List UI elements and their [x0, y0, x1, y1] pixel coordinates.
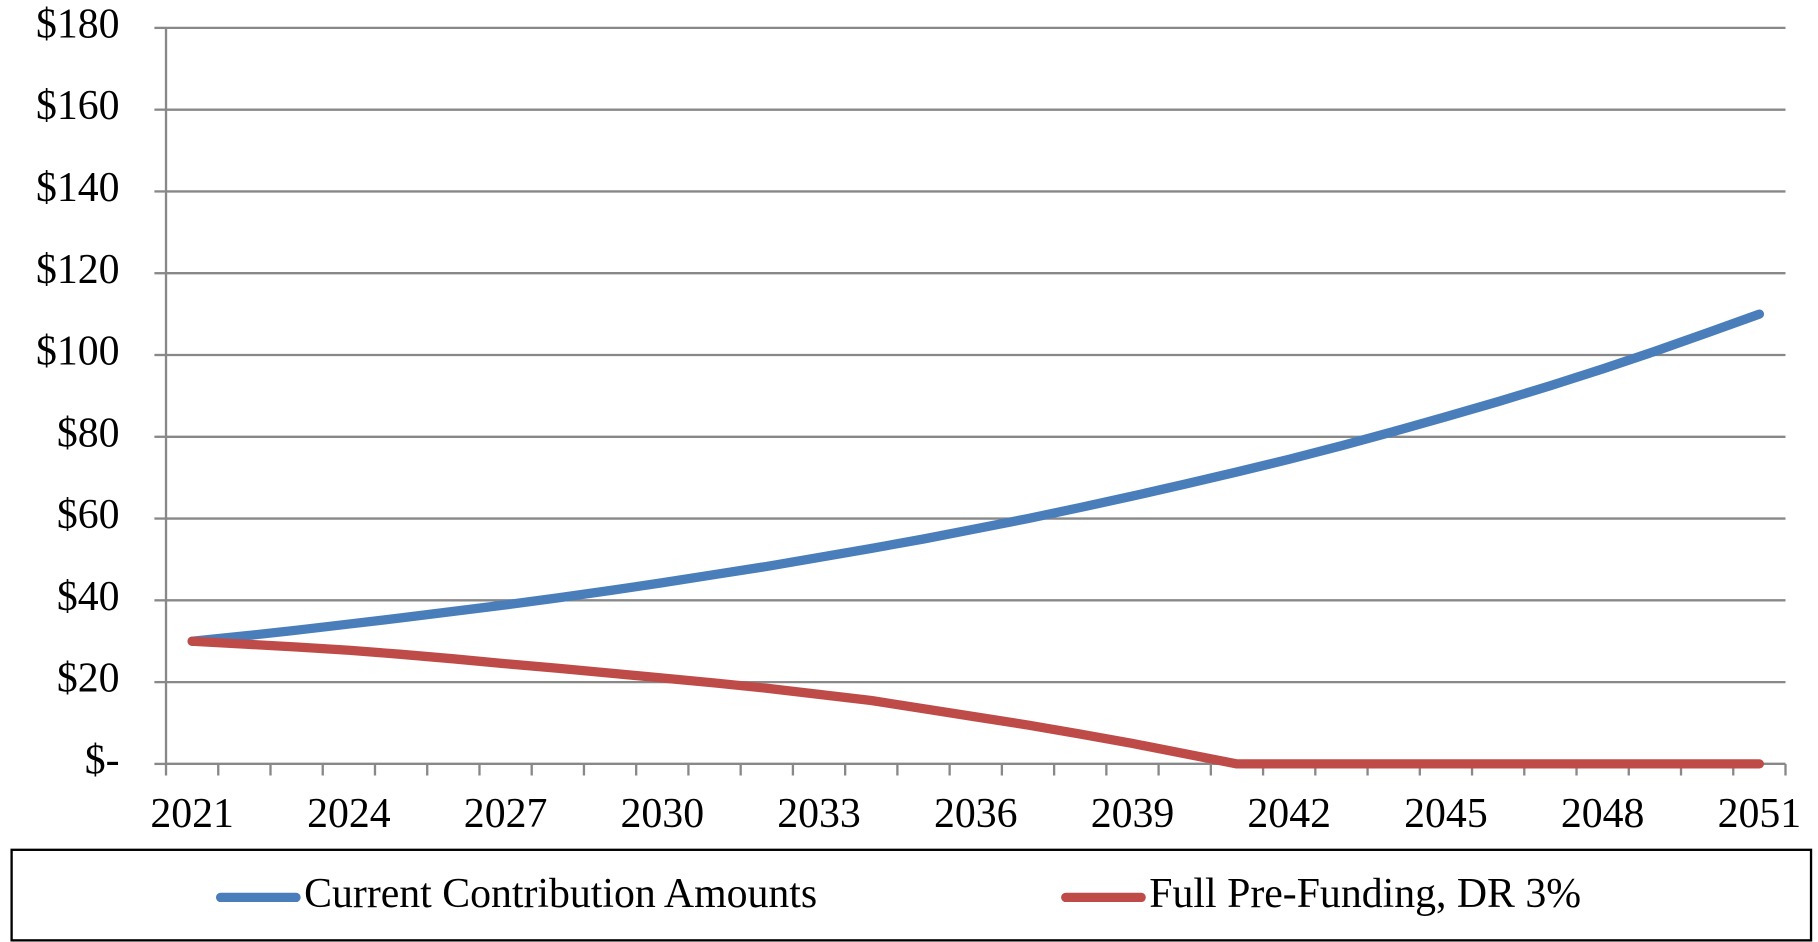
y-tick-label: $160	[36, 83, 120, 129]
y-tick-label: $60	[57, 492, 120, 538]
legend-label: Current Contribution Amounts	[304, 871, 817, 917]
y-tick-label: $100	[36, 329, 120, 375]
x-tick-label: 2039	[1091, 791, 1175, 837]
x-tick-label: 2045	[1404, 791, 1488, 837]
series-line	[187, 636, 1765, 769]
y-tick-label: $-	[85, 737, 120, 783]
series-line	[187, 309, 1765, 646]
x-tick-label: 2042	[1247, 791, 1331, 837]
x-tick-label: 2027	[464, 791, 548, 837]
y-tick-label: $120	[36, 247, 120, 293]
y-tick-label: $80	[57, 410, 120, 456]
x-tick-label: 2033	[777, 791, 861, 837]
x-tick-label: 2036	[934, 791, 1018, 837]
y-tick-label: $180	[36, 1, 120, 47]
x-tick-label: 2048	[1561, 791, 1645, 837]
x-tick-label: 2024	[307, 791, 391, 837]
y-tick-label: $40	[57, 574, 120, 620]
legend-box	[10, 848, 1813, 942]
legend-label: Full Pre-Funding, DR 3%	[1149, 871, 1581, 917]
y-tick-label: $140	[36, 165, 120, 211]
x-tick-label: 2051	[1718, 791, 1802, 837]
x-tick-label: 2030	[621, 791, 705, 837]
y-tick-label: $20	[57, 656, 120, 702]
x-tick-label: 2021	[150, 791, 234, 837]
